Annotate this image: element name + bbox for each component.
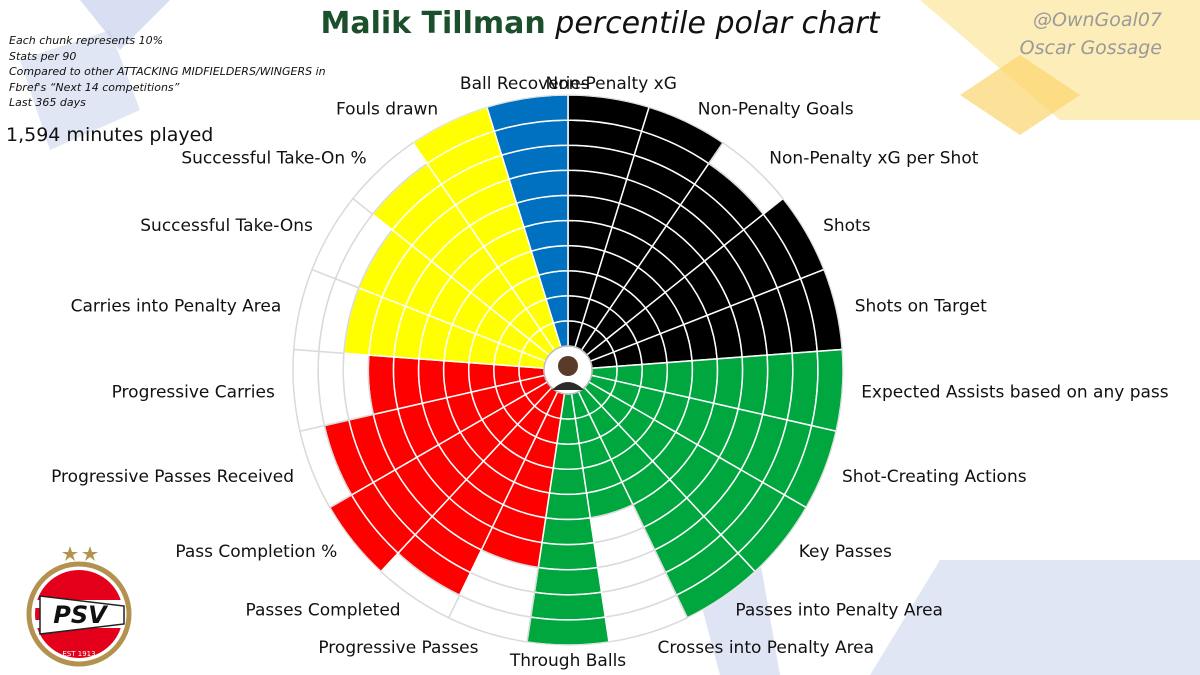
axis-label: Key Passes — [799, 542, 892, 562]
axis-label: Progressive Passes Received — [51, 467, 294, 487]
stat-segment — [379, 386, 559, 619]
bar-chunk-filled — [467, 361, 497, 393]
axis-label: Through Balls — [509, 651, 626, 671]
axis-label: Successful Take-On % — [181, 148, 366, 168]
logo-est: EST 1913 — [62, 650, 95, 658]
logo-text: PSV — [53, 601, 109, 629]
stat-segment — [585, 197, 825, 363]
chart-subtitle: percentile polar chart — [555, 6, 880, 41]
axis-label: Non-Penalty Goals — [698, 100, 854, 120]
logo-pennant — [39, 595, 125, 635]
bar-chunk-filled — [548, 467, 588, 496]
bar-chunk-filled — [552, 442, 584, 471]
bar-chunk-filled — [541, 516, 595, 546]
axis-label: Shots — [823, 216, 871, 236]
bar-chunk-filled — [417, 358, 448, 405]
bar-chunk-filled — [663, 359, 694, 399]
bar-chunk-filled — [392, 356, 424, 410]
bar-chunk-filled — [526, 616, 610, 646]
axis-label: Passes into Penalty Area — [735, 601, 943, 621]
stat-segment — [589, 268, 844, 370]
bar-chunk-filled — [761, 352, 794, 421]
note-line: Fbref's “Next 14 competitions” — [9, 80, 180, 94]
chart-notes: Each chunk represents 10% Stats per 90 C… — [9, 33, 326, 111]
axis-label: Progressive Carries — [112, 383, 275, 403]
axis-label: Carries into Penalty Area — [71, 297, 282, 317]
stat-segment — [298, 374, 549, 509]
bar-chunk-filled — [737, 354, 769, 416]
author-credit: @OwnGoal07 Oscar Gossage — [1020, 6, 1162, 62]
outer-ring — [292, 94, 844, 646]
stat-segment — [486, 94, 569, 349]
stat-segment — [351, 141, 556, 357]
stat-segment — [583, 380, 808, 573]
axis-label: Shots on Target — [855, 297, 987, 317]
axis-label: Passes Completed — [246, 601, 401, 621]
axis-label: Fouls drawn — [336, 100, 438, 120]
stat-segment — [292, 348, 546, 433]
stat-segment — [311, 197, 551, 363]
bar-chunk-filled — [537, 541, 599, 571]
author-handle: @OwnGoal07 — [1033, 9, 1162, 31]
stat-segment — [567, 94, 650, 349]
stat-segment — [328, 380, 553, 573]
player-photo-icon — [558, 356, 578, 376]
stat-segment — [590, 348, 844, 433]
bar-chunk-filled — [533, 566, 603, 596]
axis-label: Crosses into Penalty Area — [658, 638, 875, 658]
stat-segment — [412, 106, 562, 352]
bar-chunk-filled — [688, 358, 719, 405]
bar-chunk-filled — [529, 591, 607, 621]
axis-label: Expected Assists based on any pass — [861, 383, 1169, 403]
note-line: Stats per 90 — [9, 49, 77, 63]
star-icon — [62, 546, 78, 561]
axis-label: Non-Penalty xG per Shot — [769, 148, 978, 168]
axis-label: Progressive Passes — [318, 638, 478, 658]
chart-title: Malik Tillman percentile polar chart — [0, 4, 1200, 44]
axis-label: Ball Recoveries — [460, 74, 590, 94]
player-shirt-icon — [552, 382, 584, 390]
axis-label: Shot-Creating Actions — [842, 467, 1027, 487]
note-line: Each chunk represents 10% — [9, 34, 164, 47]
bar-chunk-filled — [442, 359, 473, 399]
player-name: Malik Tillman — [320, 6, 546, 41]
psv-logo: PSV EST 1913 — [26, 546, 132, 667]
logo-stars — [62, 546, 98, 561]
axis-label: Pass Completion % — [175, 542, 337, 562]
axis-label: Non-Penalty xG — [545, 74, 676, 94]
author-name: Oscar Gossage — [1019, 37, 1162, 59]
bar-chunk-filled — [367, 354, 399, 416]
minutes-played: 1,594 minutes played — [6, 124, 214, 146]
bar-chunk-filled — [712, 356, 744, 410]
note-line: Last 365 days — [9, 96, 86, 110]
bar-chunk-filled — [544, 492, 592, 521]
stat-segment — [292, 268, 547, 370]
stat-segment — [447, 390, 566, 643]
note-line: Compared to other ATTACKING MIDFIELDERS/… — [9, 65, 326, 79]
bar-chunk-empty — [342, 352, 375, 421]
star-icon — [82, 546, 98, 561]
axis-label: Successful Take-Ons — [140, 216, 313, 236]
